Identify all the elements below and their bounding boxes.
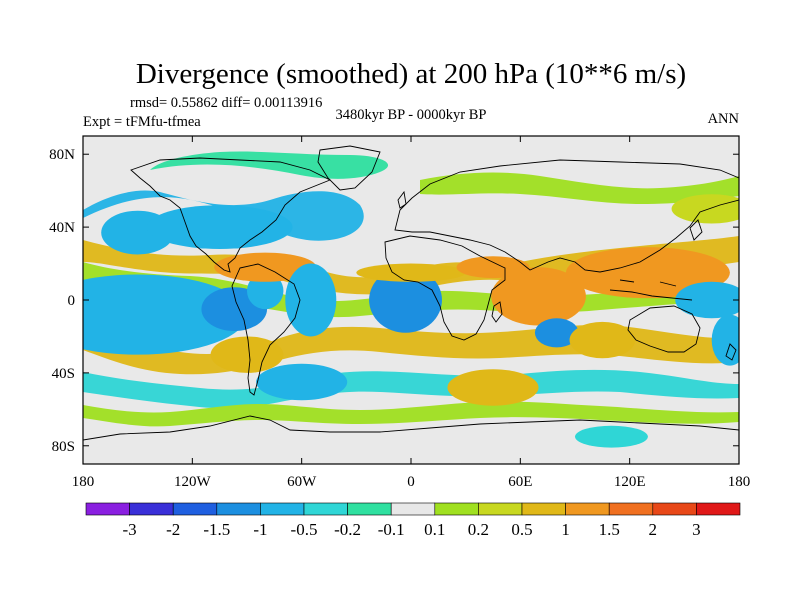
coast-greenland [317, 145, 381, 191]
coast-uk [397, 190, 407, 209]
anomaly-patch [575, 425, 648, 448]
anomaly-patch [447, 369, 539, 406]
colorbar-swatch [696, 502, 741, 516]
anomaly-patch [675, 281, 739, 319]
y-tick-label: 0 [68, 293, 76, 309]
colorbar-label: -1.5 [203, 520, 230, 539]
colorbar-swatch [434, 502, 479, 516]
y-tick-label: 40N [49, 220, 75, 236]
x-tick-label: 120W [174, 474, 212, 490]
y-tick-label: 80S [52, 439, 75, 455]
x-tick-label: 0 [407, 474, 415, 490]
colorbar-label: 1 [561, 520, 570, 539]
colorbar: -3 -2 -1.5 -1 -0.5 -0.2 -0.1 0.1 0.2 0.5 1 1.5 2 3 [85, 502, 741, 539]
anomaly-patch [356, 263, 466, 282]
band-arctic-green [420, 172, 739, 204]
colorbar-label: 0.5 [511, 520, 532, 539]
divergence-field [83, 151, 739, 448]
y-tick-label: 40S [52, 366, 75, 382]
band-sh-cyan [83, 369, 739, 409]
coast-madagascar [491, 301, 503, 323]
anomaly-patch [671, 194, 739, 224]
experiment-label: Expt = tFMfu-tfmea [83, 114, 201, 130]
period-label: 3480kyr BP - 0000kyr BP [336, 107, 487, 123]
anomaly-patch [569, 321, 636, 359]
anomaly-patch [247, 272, 284, 310]
colorbar-label: -0.1 [378, 520, 405, 539]
coast-new-zealand [725, 343, 737, 361]
anomaly-patch [565, 247, 730, 299]
coast-north-america [130, 157, 332, 273]
anomaly-patch [491, 267, 586, 326]
anomaly-patch [711, 314, 739, 366]
anomaly-patch [146, 205, 293, 249]
anomaly-patch [534, 318, 579, 348]
colorbar-swatch [478, 502, 523, 516]
stats-text: rmsd= 0.55862 diff= 0.00113916 [130, 95, 322, 111]
chart-title: Divergence (smoothed) at 200 hPa (10**6 … [136, 58, 686, 90]
x-tick-label: 180 [728, 474, 751, 490]
colorbar-label: -1 [253, 520, 267, 539]
colorbar-label: 0.1 [424, 520, 445, 539]
coast-south-america [231, 263, 301, 396]
coast-africa [384, 235, 506, 341]
x-tick-label: 60E [508, 474, 532, 490]
anomaly-patch [83, 274, 247, 355]
band-sh-green [83, 401, 739, 427]
coast-australia [627, 305, 701, 353]
axis-ticks: 180 120W 60W 0 60E 120E 180 80N 40N 0 40S 80S [49, 136, 750, 490]
coast-indonesia [609, 279, 693, 301]
colorbar-swatch [260, 502, 305, 516]
colorbar-label: -3 [123, 520, 137, 539]
colorbar-label: 2 [649, 520, 658, 539]
coast-eurasia [394, 159, 739, 273]
coast-japan [689, 219, 703, 241]
colorbar-swatch [129, 502, 174, 516]
colorbar-swatch [608, 502, 654, 516]
colorbar-label: -0.5 [291, 520, 318, 539]
colorbar-label: 3 [692, 520, 701, 539]
anomaly-patch [285, 263, 337, 337]
colorbar-swatch [216, 502, 261, 516]
colorbar-label: -2 [166, 520, 180, 539]
colorbar-swatch [172, 502, 218, 516]
x-tick-label: 180 [72, 474, 95, 490]
anomaly-patch [369, 267, 442, 333]
band-nh-blue [83, 190, 364, 241]
y-tick-label: 80N [49, 147, 75, 163]
coast-antarctica [83, 415, 739, 441]
colorbar-swatch [347, 502, 392, 516]
x-tick-label: 120E [614, 474, 646, 490]
colorbar-swatch [565, 502, 610, 516]
colorbar-swatch [85, 502, 130, 516]
colorbar-label: 1.5 [599, 520, 620, 539]
colorbar-label: -0.2 [334, 520, 361, 539]
colorbar-swatch [390, 502, 436, 516]
x-tick-label: 60W [287, 474, 317, 490]
anomaly-patches [83, 194, 739, 448]
season-label: ANN [708, 111, 740, 127]
anomaly-patch [456, 256, 530, 279]
colorbar-swatch [521, 502, 566, 516]
coastlines [83, 145, 739, 441]
anomaly-patch [210, 336, 284, 373]
anomaly-patch [256, 363, 348, 401]
colorbar-swatch [652, 502, 697, 516]
colorbar-label: 0.2 [468, 520, 489, 539]
colorbar-swatch [303, 502, 348, 516]
